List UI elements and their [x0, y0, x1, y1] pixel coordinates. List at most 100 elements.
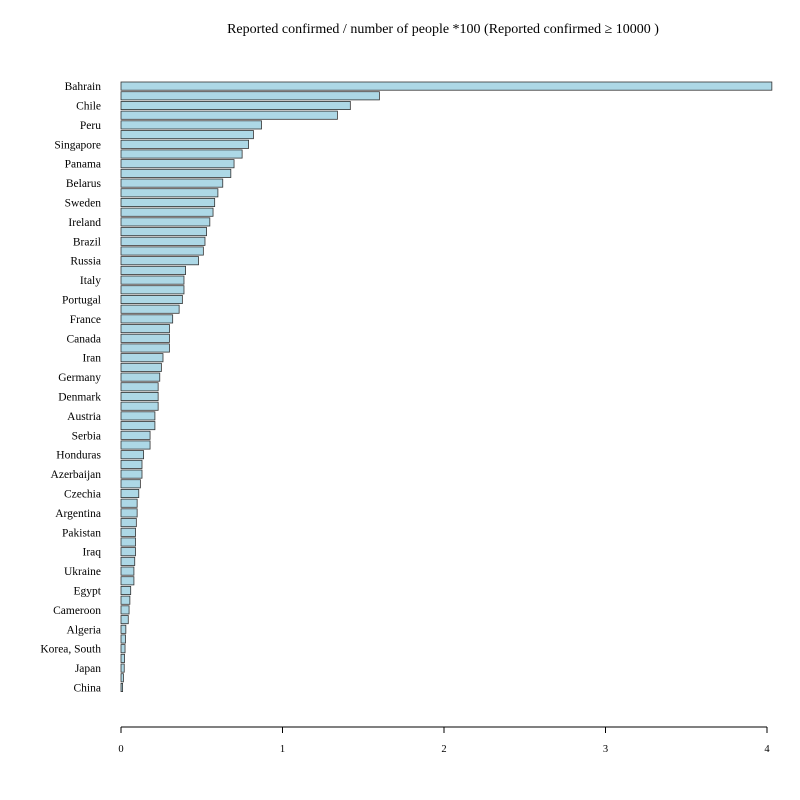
- bar: [120, 459, 143, 469]
- bar: [120, 120, 262, 130]
- bar: [120, 362, 162, 372]
- bar: [120, 479, 141, 489]
- x-tick-label: 2: [441, 744, 446, 755]
- bar: [120, 130, 254, 140]
- bar: [120, 508, 138, 518]
- bar: [120, 401, 159, 411]
- y-tick-label: Japan: [75, 663, 101, 675]
- y-tick-label: Cameroon: [53, 605, 101, 617]
- x-tick-label: 4: [764, 744, 770, 755]
- bar: [120, 673, 124, 683]
- bar: [120, 256, 199, 266]
- bar: [120, 159, 235, 169]
- y-tick-label: Pakistan: [62, 527, 101, 539]
- bar: [120, 498, 138, 508]
- bar: [120, 556, 136, 566]
- chart-title: Reported confirmed / number of people *1…: [227, 22, 659, 37]
- bar: [120, 595, 131, 605]
- y-tick-label: Azerbaijan: [51, 469, 102, 481]
- bar: [120, 217, 211, 227]
- bar: [120, 81, 773, 91]
- y-tick-label: Ireland: [68, 217, 101, 229]
- y-tick-label: Germany: [58, 372, 101, 384]
- bar: [120, 110, 338, 120]
- y-tick-label: Egypt: [74, 586, 102, 598]
- bar: [120, 372, 161, 382]
- bar: [120, 683, 124, 693]
- y-tick-label: Czechia: [64, 489, 101, 501]
- bar: [120, 391, 159, 401]
- bar: [120, 314, 174, 324]
- bar: [120, 634, 126, 644]
- bar: [120, 246, 204, 256]
- y-tick-label: Denmark: [58, 392, 101, 404]
- bar: [120, 236, 206, 246]
- y-tick-label: Argentina: [55, 508, 101, 520]
- bar: [120, 566, 135, 576]
- y-tick-label: Brazil: [73, 236, 101, 248]
- y-tick-label: Algeria: [67, 624, 101, 636]
- bar: [120, 411, 156, 421]
- y-tick-label: Peru: [80, 120, 101, 132]
- y-tick-label: Bahrain: [65, 81, 102, 93]
- bar: [120, 304, 180, 314]
- bar: [120, 197, 216, 207]
- bar: [120, 168, 232, 178]
- y-tick-label: France: [70, 314, 101, 326]
- bar: [120, 624, 127, 634]
- bar: [120, 469, 143, 479]
- y-tick-label: Honduras: [56, 450, 101, 462]
- y-tick-label: Portugal: [62, 295, 101, 307]
- bar: [120, 149, 243, 159]
- y-labels-group: Bahrain Chile Peru Singapore Panama Belarus Sw…: [40, 81, 101, 694]
- y-tick-label: Iraq: [82, 547, 101, 559]
- x-axis: 0 1 2 3 4: [118, 726, 770, 755]
- x-tick-label: 3: [603, 744, 608, 755]
- bar: [120, 178, 224, 188]
- y-tick-label: Korea, South: [40, 644, 101, 656]
- y-tick-label: Belarus: [66, 178, 102, 190]
- bar: [120, 440, 151, 450]
- bar: [120, 450, 145, 460]
- y-tick-label: China: [74, 683, 101, 695]
- bar: [120, 285, 185, 295]
- bar: [120, 101, 351, 111]
- bar: [120, 421, 156, 431]
- y-tick-label: Italy: [80, 275, 101, 287]
- bar: [120, 653, 125, 663]
- bar: [120, 663, 125, 673]
- bar: [120, 139, 249, 149]
- y-tick-label: Sweden: [65, 198, 102, 210]
- bar: [120, 333, 170, 343]
- y-tick-label: Panama: [65, 159, 101, 171]
- bar: [120, 644, 126, 654]
- bar: [120, 547, 136, 557]
- bar: [120, 518, 137, 528]
- bar: [120, 382, 159, 392]
- bar: [120, 227, 207, 237]
- bar: [120, 324, 170, 334]
- bars-group: [120, 81, 773, 693]
- y-tick-label: Austria: [67, 411, 101, 423]
- y-tick-label: Iran: [82, 353, 101, 365]
- bar: [120, 576, 135, 586]
- bar: [120, 353, 164, 363]
- y-tick-label: Canada: [67, 333, 101, 345]
- x-tick-label: 0: [118, 744, 123, 755]
- y-tick-label: Serbia: [72, 430, 101, 442]
- bar: [120, 275, 185, 285]
- bar: [120, 265, 186, 275]
- bar: [120, 188, 219, 198]
- bar: [120, 207, 214, 217]
- bar: [120, 294, 183, 304]
- bar: [120, 615, 129, 625]
- y-tick-label: Chile: [76, 101, 101, 113]
- bar: [120, 586, 132, 596]
- bar: [120, 430, 151, 440]
- bar: [120, 527, 136, 537]
- y-tick-label: Russia: [70, 256, 101, 268]
- x-tick-label: 1: [280, 744, 285, 755]
- bar: [120, 537, 136, 547]
- y-tick-label: Ukraine: [64, 566, 101, 578]
